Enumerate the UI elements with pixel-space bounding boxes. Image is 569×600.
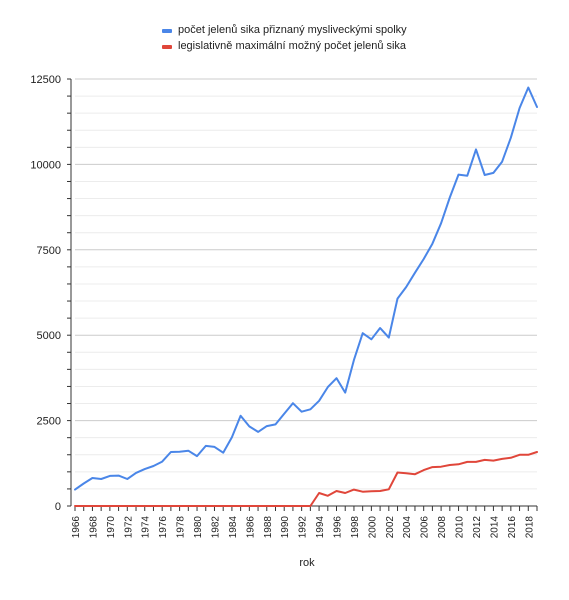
x-tick-label: 2004 xyxy=(402,516,413,539)
x-tick-label: 1978 xyxy=(176,516,187,539)
x-tick-label: 2006 xyxy=(420,516,431,539)
x-tick-label: 2010 xyxy=(455,516,466,539)
x-axis-ticks: 1966 1968 1970 1972 1974 1976 1978 1980 1982 1984… xyxy=(71,506,538,539)
x-tick-label: 1974 xyxy=(141,516,152,539)
gridlines xyxy=(67,78,537,507)
x-tick-label: 1988 xyxy=(263,516,274,539)
series-line-1 xyxy=(74,86,538,491)
x-tick-label: 1992 xyxy=(298,516,309,539)
x-tick-label: 2016 xyxy=(507,516,518,539)
y-tick-label: 2500 xyxy=(37,416,61,428)
x-tick-label: 1998 xyxy=(350,516,361,539)
y-tick-label: 10000 xyxy=(30,159,61,171)
legend-label-2: legislativně maximální možný počet jelen… xyxy=(178,40,407,52)
x-tick-label: 1990 xyxy=(280,516,291,539)
x-tick-label: 1984 xyxy=(228,516,239,539)
x-tick-label: 1986 xyxy=(245,516,256,539)
x-axis-label: rok xyxy=(299,557,315,569)
series-line-2 xyxy=(74,451,538,507)
x-tick-label: 1996 xyxy=(333,516,344,539)
x-tick-label: 2000 xyxy=(367,516,378,539)
x-tick-label: 2012 xyxy=(472,516,483,539)
y-tick-label: 5000 xyxy=(37,330,61,342)
y-axis-ticks: 0 2500 5000 7500 10000 12500 xyxy=(30,74,61,513)
x-tick-label: 1980 xyxy=(193,516,204,539)
legend-swatch-1 xyxy=(162,29,172,33)
x-tick-label: 1966 xyxy=(71,516,82,539)
x-tick-label: 2014 xyxy=(489,516,500,539)
x-tick-label: 1968 xyxy=(88,516,99,539)
x-tick-label: 1982 xyxy=(210,516,221,539)
x-tick-label: 2008 xyxy=(437,516,448,539)
x-tick-label: 1970 xyxy=(106,516,117,539)
x-tick-label: 2018 xyxy=(524,516,535,539)
legend-label-1: počet jelenů sika přiznaný mysliveckými … xyxy=(178,24,407,36)
y-tick-label: 0 xyxy=(55,501,61,513)
series-lines xyxy=(74,86,538,507)
legend-swatch-2 xyxy=(162,45,172,49)
x-tick-label: 1976 xyxy=(158,516,169,539)
y-tick-label: 12500 xyxy=(30,74,61,86)
x-tick-label: 2002 xyxy=(385,516,396,539)
x-tick-label: 1972 xyxy=(123,516,134,539)
y-tick-label: 7500 xyxy=(37,245,61,257)
legend: počet jelenů sika přiznaný mysliveckými … xyxy=(162,24,407,52)
x-tick-label: 1994 xyxy=(315,516,326,539)
